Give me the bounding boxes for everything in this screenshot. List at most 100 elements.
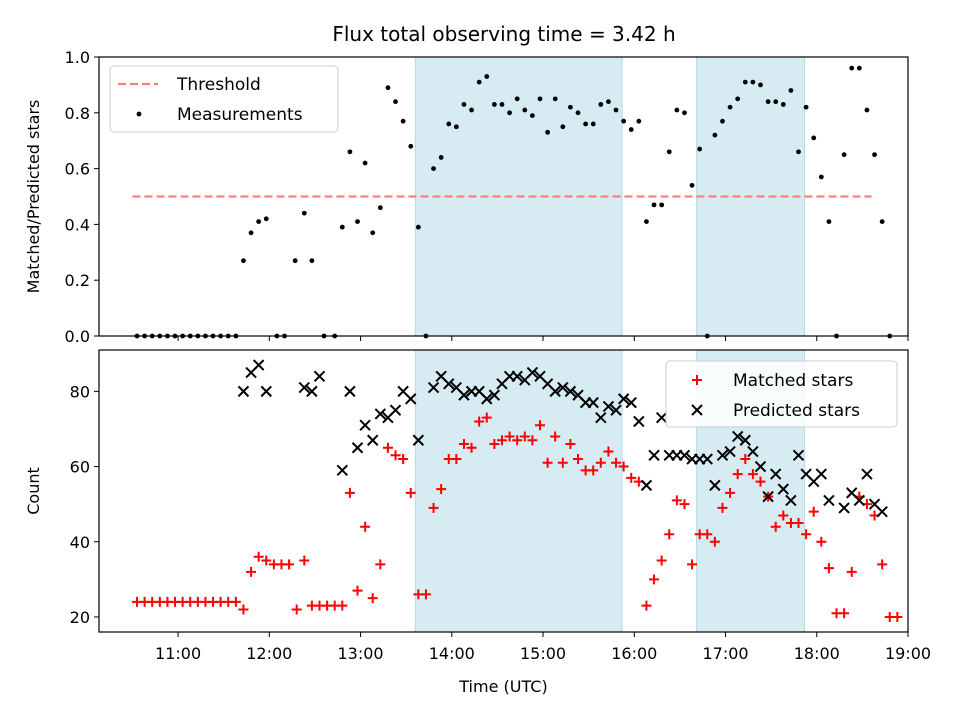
data-point (747, 469, 758, 480)
data-point (382, 442, 393, 453)
data-point (735, 96, 741, 102)
data-point (702, 529, 713, 540)
data-point (529, 113, 535, 118)
data-point (846, 566, 857, 577)
data-point (565, 439, 576, 449)
data-point (747, 445, 759, 458)
x-tick-label: 15:00 (520, 644, 566, 663)
data-point (769, 468, 782, 480)
x-tick-label: 13:00 (338, 644, 384, 663)
data-point (309, 258, 315, 264)
legend: Matched stars Predicted stars (665, 360, 898, 428)
data-point (602, 400, 615, 413)
data-point (892, 611, 903, 622)
data-point (512, 435, 523, 446)
data-point (451, 454, 462, 465)
y-tick-label: 0.0 (65, 327, 90, 346)
legend-box (665, 360, 898, 428)
data-point (671, 495, 682, 506)
data-point (511, 370, 523, 383)
data-point (438, 155, 444, 160)
data-point (777, 483, 790, 495)
data-point (598, 102, 604, 107)
x-tick-label: 17:00 (702, 644, 748, 663)
data-point (298, 381, 310, 394)
panel-counts: 20 40 60 80 11:00 12:00 13:00 14:00 15:00 16:00 17… (24, 349, 931, 696)
data-point (709, 479, 721, 492)
data-point (864, 107, 870, 113)
data-point (732, 469, 743, 480)
data-point (725, 487, 736, 498)
data-point (393, 99, 398, 105)
data-point (701, 453, 713, 465)
data-point (739, 434, 751, 446)
data-point (724, 445, 736, 458)
data-point (762, 490, 774, 503)
data-point (443, 378, 455, 390)
data-point (412, 434, 425, 446)
x-tick-label: 14:00 (429, 644, 475, 663)
data-point (816, 536, 827, 547)
data-point (644, 219, 649, 225)
data-point (390, 450, 401, 461)
data-point (299, 555, 310, 566)
data-point (306, 385, 318, 398)
y-tick-label: 0.8 (65, 104, 90, 123)
legend-swatch-matched (692, 375, 702, 385)
data-point (659, 202, 665, 208)
data-point (428, 502, 439, 513)
data-point (519, 431, 530, 442)
data-point (750, 79, 756, 85)
data-point (230, 596, 241, 607)
series-predicted-stars (237, 359, 888, 518)
data-point (626, 472, 637, 483)
data-point (260, 385, 272, 398)
legend-box (109, 65, 339, 133)
data-point (755, 476, 766, 487)
data-point (560, 124, 566, 130)
data-point (785, 494, 797, 507)
x-axis-label: Time (UTC) (458, 677, 547, 696)
data-point (636, 118, 642, 124)
data-point (252, 359, 265, 371)
data-point (879, 219, 885, 225)
data-point (633, 415, 645, 428)
data-point (740, 454, 751, 465)
data-point (573, 454, 584, 465)
data-point (367, 434, 379, 446)
plot-frame (98, 349, 909, 633)
data-point (716, 449, 729, 461)
data-point (590, 121, 596, 127)
data-point (617, 393, 630, 405)
data-point (458, 439, 469, 449)
data-point (841, 152, 847, 158)
legend: Threshold Measurements (109, 65, 339, 133)
data-point (336, 464, 349, 477)
data-point (466, 442, 477, 453)
x-tick-label: 18:00 (794, 644, 840, 663)
y-tick-label: 40 (70, 533, 90, 552)
data-point (499, 102, 505, 107)
data-point (838, 502, 850, 514)
data-point (549, 385, 561, 398)
data-point (788, 88, 794, 93)
data-point (253, 551, 264, 562)
data-point (651, 202, 657, 208)
data-point (856, 65, 862, 71)
data-point (664, 529, 675, 540)
data-point (405, 487, 416, 498)
data-point (292, 258, 298, 264)
data-point (621, 118, 627, 124)
data-point (337, 600, 348, 611)
data-point (557, 457, 568, 468)
data-point (773, 99, 779, 105)
data-point (853, 494, 866, 507)
data-point (731, 430, 744, 443)
data-point (557, 381, 569, 394)
data-point (420, 589, 431, 600)
data-point (595, 411, 607, 424)
data-point (648, 449, 660, 461)
data-point (792, 449, 805, 461)
data-point (507, 110, 512, 116)
data-point (876, 505, 888, 518)
